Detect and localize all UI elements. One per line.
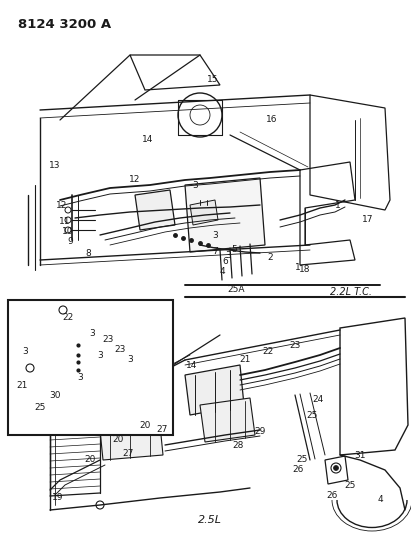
Text: 11: 11	[59, 217, 71, 227]
Text: 7: 7	[212, 247, 218, 256]
Text: 8124 3200 A: 8124 3200 A	[18, 18, 111, 31]
Text: 27: 27	[122, 448, 134, 457]
Text: 30: 30	[49, 391, 61, 400]
Text: 9: 9	[67, 238, 73, 246]
Text: 17: 17	[362, 215, 374, 224]
Polygon shape	[135, 190, 175, 230]
Text: 22: 22	[262, 348, 274, 357]
Text: 3: 3	[77, 374, 83, 383]
Text: 22: 22	[62, 313, 74, 322]
Text: 10: 10	[62, 228, 74, 237]
Text: 6: 6	[222, 257, 228, 266]
Text: 19: 19	[52, 494, 64, 503]
Text: 12: 12	[129, 175, 141, 184]
Text: 25: 25	[296, 456, 308, 464]
Polygon shape	[185, 178, 265, 252]
Text: 25A: 25A	[227, 286, 245, 295]
Text: 3: 3	[97, 351, 103, 359]
Polygon shape	[100, 425, 163, 460]
Text: 2: 2	[267, 254, 273, 262]
Polygon shape	[190, 200, 218, 225]
Text: 23: 23	[102, 335, 114, 344]
Text: 23: 23	[289, 341, 301, 350]
Text: 3: 3	[212, 230, 218, 239]
Text: 1: 1	[295, 263, 301, 272]
Text: 16: 16	[266, 116, 278, 125]
Text: 25: 25	[344, 481, 356, 489]
Bar	[8, 300, 173, 435]
Text: 3: 3	[22, 348, 28, 357]
Text: 28: 28	[232, 441, 244, 450]
Text: 3: 3	[225, 251, 231, 260]
Text: 21: 21	[16, 381, 28, 390]
Text: 4: 4	[377, 496, 383, 505]
Text: 13: 13	[49, 160, 61, 169]
Text: 15: 15	[207, 76, 219, 85]
Polygon shape	[200, 398, 255, 442]
Text: 1: 1	[335, 200, 341, 209]
Text: 29: 29	[254, 427, 266, 437]
Text: 25: 25	[34, 403, 46, 413]
Text: 3: 3	[192, 181, 198, 190]
Text: 20: 20	[112, 435, 124, 445]
Text: 25: 25	[306, 410, 318, 419]
Text: 20: 20	[84, 456, 96, 464]
Text: 2.5L: 2.5L	[198, 515, 222, 525]
Circle shape	[333, 465, 339, 471]
Text: 27: 27	[156, 425, 168, 434]
Text: 14: 14	[142, 135, 154, 144]
Text: 8: 8	[85, 248, 91, 257]
Text: 14: 14	[186, 360, 198, 369]
Text: 24: 24	[312, 395, 323, 405]
Text: 26: 26	[326, 490, 338, 499]
Text: 12: 12	[56, 200, 68, 209]
Text: 20: 20	[139, 421, 151, 430]
Text: 4: 4	[219, 268, 225, 277]
Polygon shape	[185, 365, 244, 415]
Text: 23: 23	[114, 345, 126, 354]
Text: 21: 21	[239, 356, 251, 365]
Text: 18: 18	[299, 265, 311, 274]
Text: 3: 3	[127, 356, 133, 365]
Polygon shape	[50, 330, 82, 385]
Text: 3: 3	[89, 328, 95, 337]
Text: 2.2L T.C.: 2.2L T.C.	[330, 287, 372, 297]
Text: 26: 26	[292, 465, 304, 474]
Text: 31: 31	[354, 450, 366, 459]
Text: 5: 5	[231, 246, 237, 254]
